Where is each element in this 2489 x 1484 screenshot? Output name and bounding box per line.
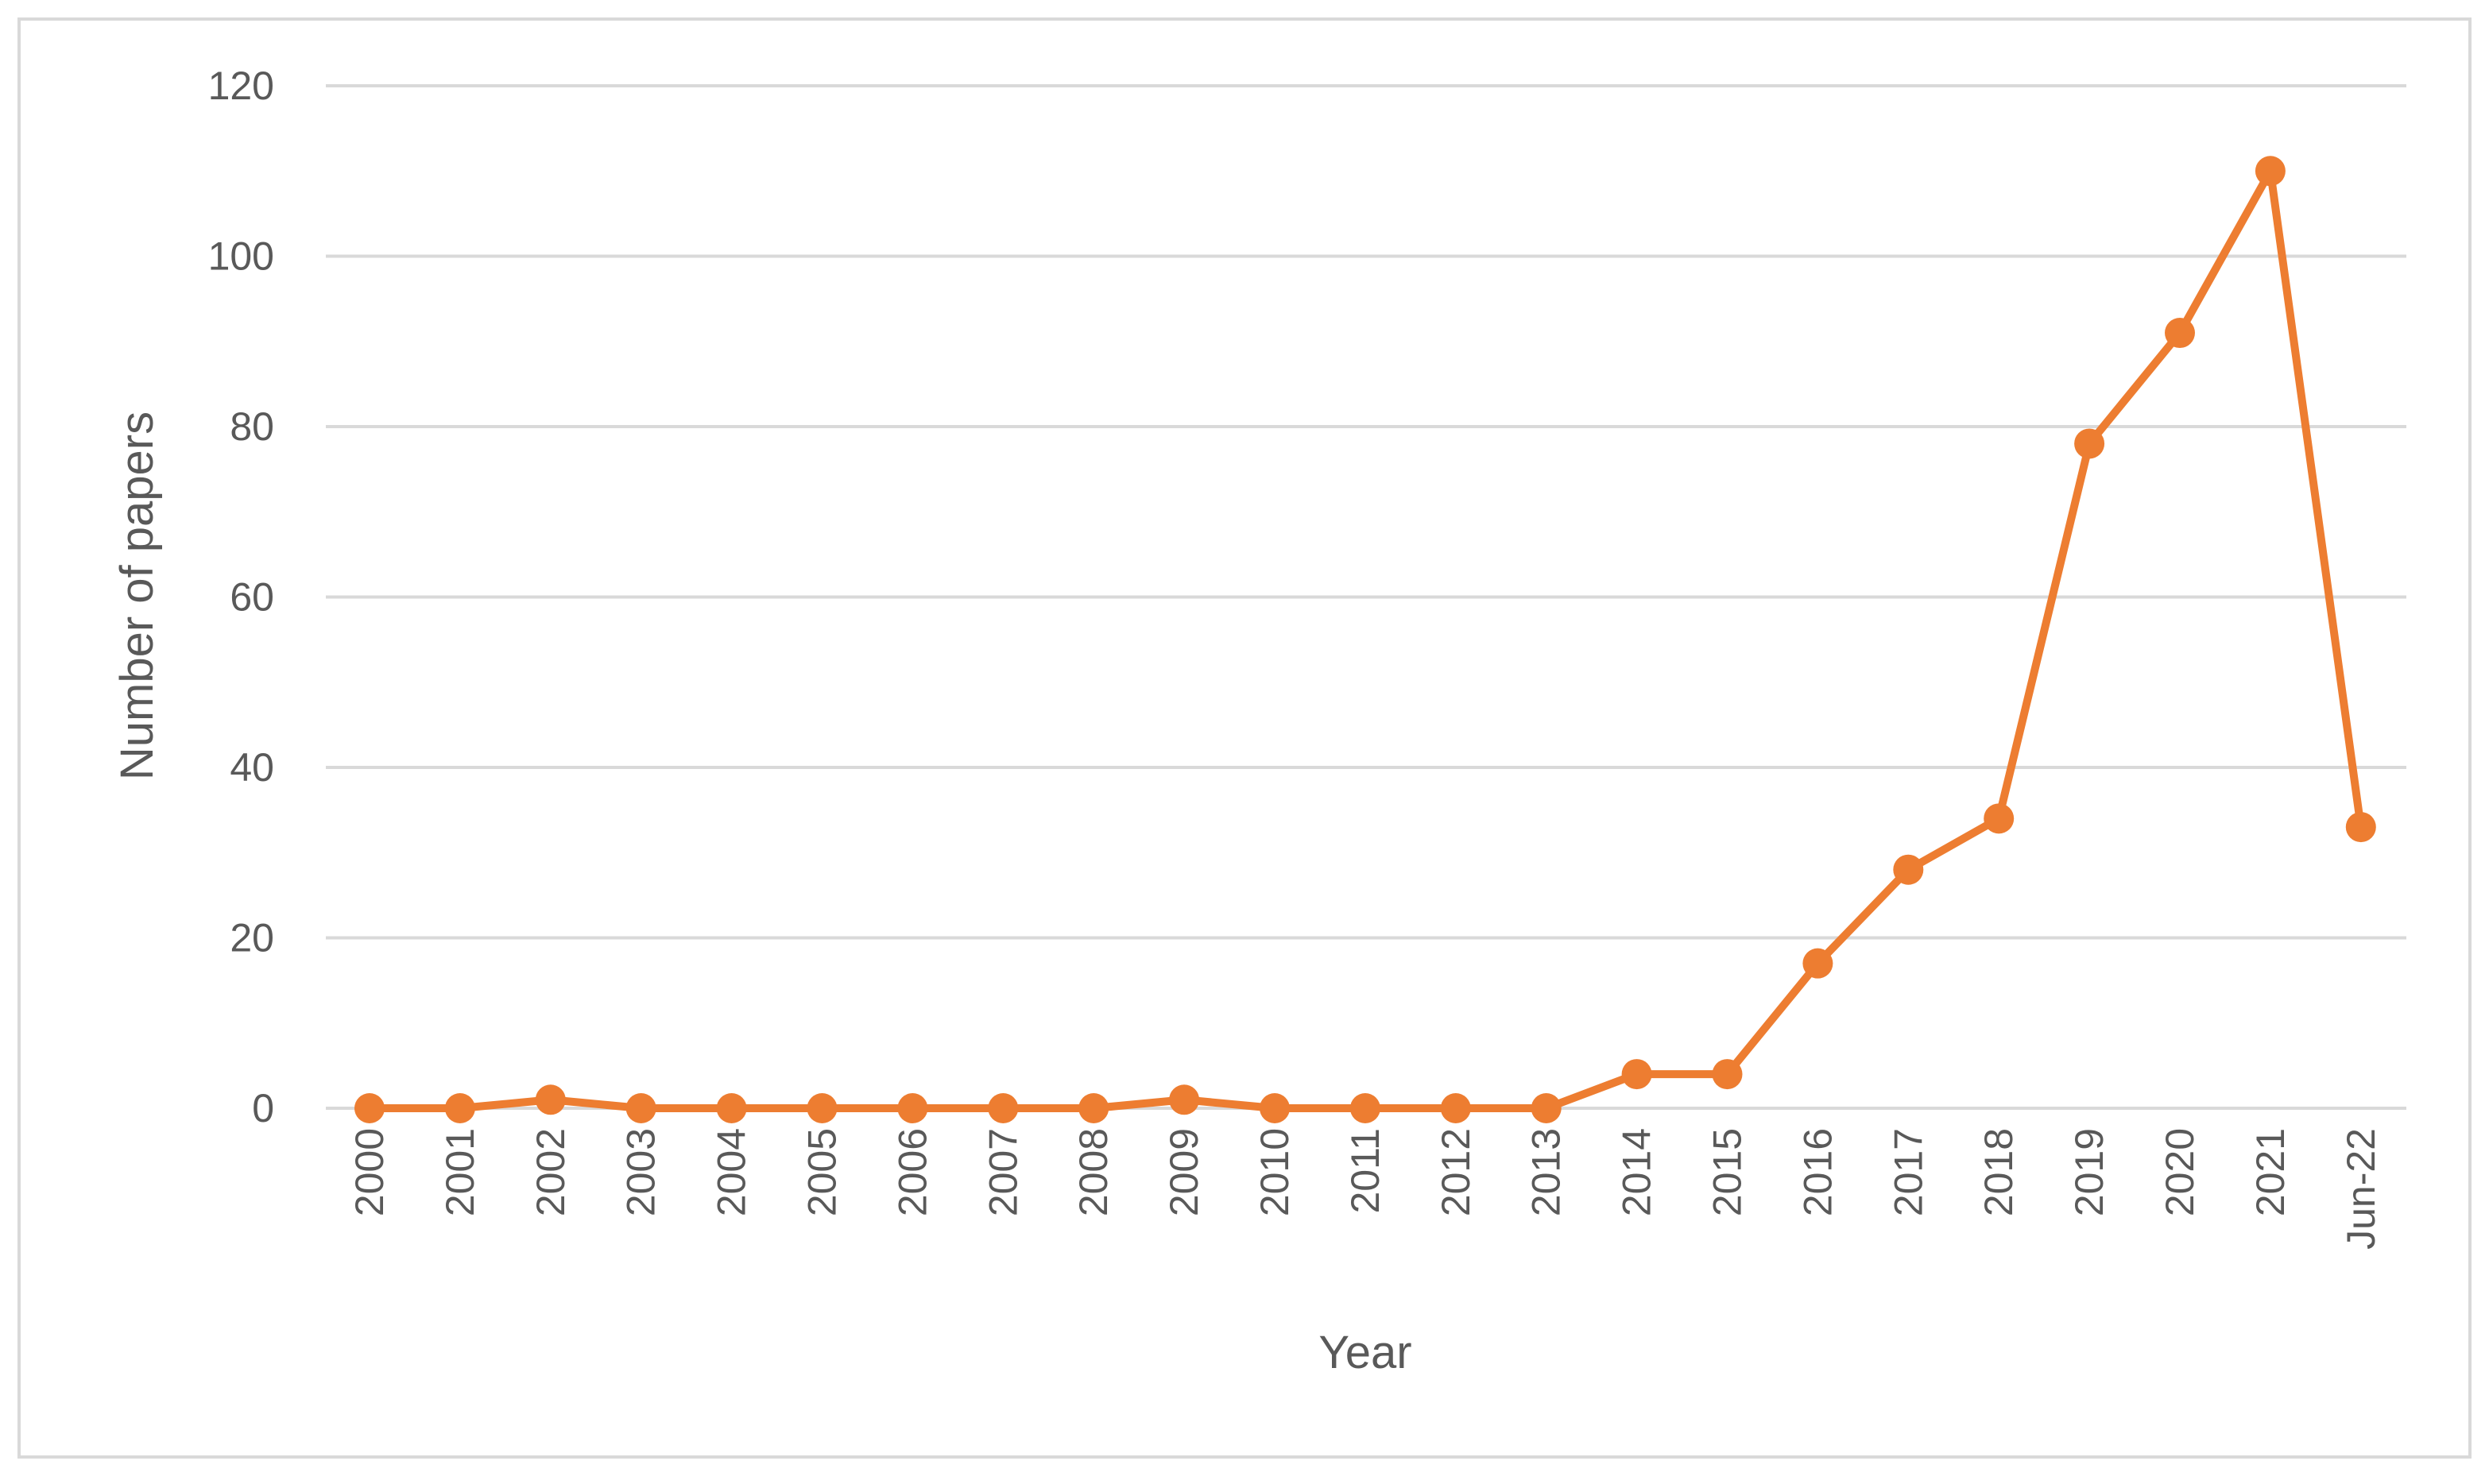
series-line [366,167,2365,1112]
x-tick-label: 2006 [890,1128,935,1216]
y-tick-label: 20 [230,916,274,960]
x-tick-label: 2020 [2158,1128,2202,1216]
x-tick-label: Jun-22 [2339,1128,2383,1250]
data-point-marker [1260,1093,1290,1123]
x-tick-label: 2010 [1252,1128,1297,1216]
data-point-marker [1349,1093,1380,1123]
y-axis-tick-labels: 0 20 40 60 80 100 120 [208,64,274,1130]
x-tick-label: 2018 [1976,1128,2021,1216]
data-point-marker [2345,812,2376,843]
data-point-marker [444,1093,475,1123]
data-point-marker [988,1093,1019,1123]
x-axis-tick-labels: 2000 2001 2002 2003 2004 2005 2006 2007 2008 2009… [347,1128,2383,1250]
y-axis-title: Number of papers [111,412,163,780]
x-tick-label: 2019 [2067,1128,2112,1216]
y-tick-label: 60 [230,575,274,620]
y-tick-label: 80 [230,404,274,449]
data-point-marker [2074,428,2105,459]
data-point-marker [625,1093,656,1123]
x-tick-label: 2015 [1705,1128,1750,1216]
data-series [354,156,2376,1123]
x-tick-label: 2009 [1162,1128,1206,1216]
data-point-marker [897,1093,928,1123]
data-point-marker [1440,1093,1471,1123]
data-point-marker [2165,318,2195,349]
data-point-marker [1169,1084,1200,1115]
data-point-marker [1984,803,2015,834]
data-point-marker [535,1084,566,1115]
data-point-marker [1621,1059,1652,1090]
data-point-marker [1531,1093,1562,1123]
y-tick-label: 40 [230,745,274,790]
data-point-marker [1802,948,1833,979]
x-tick-label: 2000 [347,1128,392,1216]
y-tick-label: 120 [208,64,274,108]
x-tick-label: 2021 [2248,1128,2293,1216]
x-tick-label: 2004 [710,1128,754,1216]
x-tick-label: 2002 [528,1128,573,1216]
data-point-marker [2255,156,2286,187]
y-tick-label: 0 [252,1086,274,1130]
data-point-marker [1078,1093,1109,1123]
x-tick-label: 2001 [438,1128,482,1216]
x-tick-label: 2014 [1615,1128,1659,1216]
x-axis-title: Year [1318,1327,1411,1378]
x-tick-label: 2008 [1071,1128,1116,1216]
x-tick-label: 2003 [619,1128,664,1216]
x-tick-label: 2005 [800,1128,845,1216]
y-tick-label: 100 [208,234,274,279]
data-point-marker [1712,1059,1743,1090]
x-tick-label: 2016 [1795,1128,1840,1216]
x-tick-label: 2013 [1524,1128,1569,1216]
x-tick-label: 2007 [981,1128,1025,1216]
gridlines [326,84,2406,1110]
data-point-marker [716,1093,747,1123]
x-tick-label: 2017 [1886,1128,1930,1216]
data-point-marker [807,1093,838,1123]
x-tick-label: 2011 [1343,1128,1388,1214]
data-point-marker [354,1093,385,1123]
data-point-marker [1893,854,1924,885]
x-tick-label: 2012 [1434,1128,1478,1216]
